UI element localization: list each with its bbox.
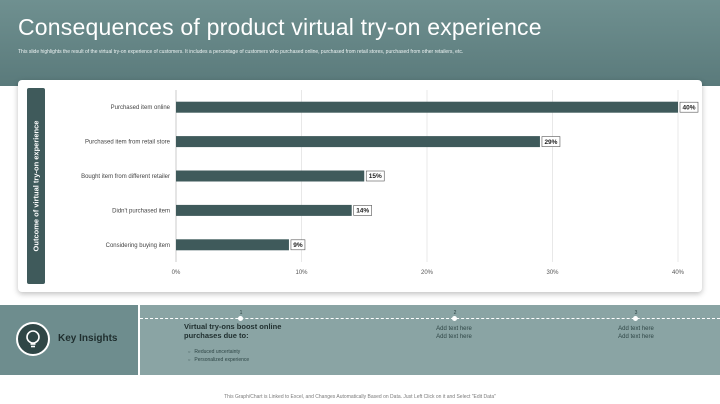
step-number-2: 2 xyxy=(453,310,457,316)
data-label: 29% xyxy=(544,139,557,146)
bar xyxy=(176,136,540,148)
page-title: Consequences of product virtual try-on e… xyxy=(18,14,542,40)
add-text-line[interactable]: Add text here xyxy=(618,334,654,340)
page-subtitle: This slide highlights the result of the … xyxy=(18,49,464,55)
lightbulb-icon xyxy=(16,322,50,356)
category-label: Bought item from different retailer xyxy=(81,174,170,180)
bar-chart: 0% 10% 20% 30% 40% Purchased item online 40% Pu… xyxy=(81,90,699,276)
insight-point: Personalized experience xyxy=(188,356,249,364)
data-label-box xyxy=(541,136,561,147)
data-label-box xyxy=(290,239,306,251)
insight-points: Reduced uncertainty Personalized experie… xyxy=(188,348,249,364)
data-label: 9% xyxy=(293,242,303,249)
x-tick-label: 30% xyxy=(546,270,559,276)
category-label: Purchased item online xyxy=(111,105,171,111)
key-insights-label: Key Insights xyxy=(58,333,118,344)
data-label: 15% xyxy=(369,173,382,180)
insight-main-title: Virtual try-ons boost online purchases d… xyxy=(184,322,282,340)
bar xyxy=(176,239,289,251)
add-text-line[interactable]: Add text here xyxy=(436,334,472,340)
header-band: Consequences of product virtual try-on e… xyxy=(0,0,720,86)
timeline-dot-1 xyxy=(238,316,243,321)
add-text-block-1[interactable]: Add text here Add text here xyxy=(424,325,484,341)
add-text-line[interactable]: Add text here xyxy=(436,326,472,332)
category-label: Considering buying item xyxy=(106,243,170,249)
category-label: Purchased item from retail store xyxy=(85,140,171,146)
add-text-block-2[interactable]: Add text here Add text here xyxy=(606,325,666,341)
timeline-dot-2 xyxy=(452,316,457,321)
x-tick-label: 20% xyxy=(421,270,434,276)
x-tick-label: 40% xyxy=(672,270,685,276)
timeline-dot-3 xyxy=(633,316,638,321)
chart-card: Outcome of virtual try-on experience 0% 1… xyxy=(18,80,702,292)
add-text-line[interactable]: Add text here xyxy=(618,326,654,332)
y-axis-label-band: Outcome of virtual try-on experience xyxy=(27,88,45,284)
data-label-box xyxy=(365,170,385,182)
bar xyxy=(176,170,365,182)
data-label: 14% xyxy=(356,208,369,215)
insights-timeline xyxy=(140,318,720,319)
data-label: 40% xyxy=(682,104,695,111)
x-tick-label: 10% xyxy=(295,270,308,276)
data-label-box xyxy=(679,101,699,113)
category-label: Didn't purchased item xyxy=(112,208,170,214)
footer-note: This Graph/Chart is Linked to Excel, and… xyxy=(224,394,496,400)
step-number-3: 3 xyxy=(634,310,638,316)
bar xyxy=(176,101,678,113)
step-number-1: 1 xyxy=(239,310,243,316)
data-label-box xyxy=(353,205,373,216)
bar xyxy=(176,204,352,216)
insight-point: Reduced uncertainty xyxy=(188,348,249,356)
key-insights-box: Key Insights xyxy=(0,305,140,375)
x-tick-label: 0% xyxy=(172,270,181,276)
